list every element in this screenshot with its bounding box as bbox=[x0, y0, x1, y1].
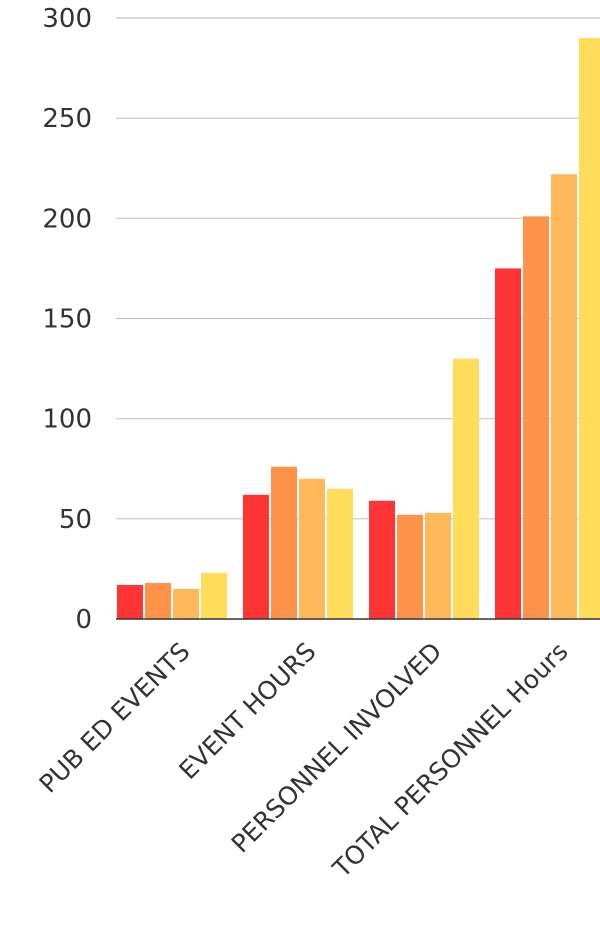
bar-3-3 bbox=[425, 512, 451, 619]
bar-1-4 bbox=[201, 572, 227, 619]
bar-2-3 bbox=[299, 478, 325, 619]
x-category-label: PERSONNEL INVOLVED bbox=[226, 637, 448, 859]
bar-4-3 bbox=[551, 174, 577, 619]
y-tick-label: 100 bbox=[42, 405, 92, 435]
bar-2-2 bbox=[271, 466, 297, 619]
x-category-label: TOTAL PERSONNEL Hours bbox=[326, 637, 573, 884]
bar-1-3 bbox=[173, 588, 199, 619]
bar-1-1 bbox=[117, 584, 143, 619]
y-tick-label: 150 bbox=[42, 305, 92, 335]
bar-2-4 bbox=[327, 488, 353, 619]
x-category-label: EVENT HOURS bbox=[173, 637, 321, 785]
bar-4-2 bbox=[523, 216, 549, 619]
y-tick-label: 250 bbox=[42, 104, 92, 134]
x-category-label: PUB ED EVENTS bbox=[34, 637, 196, 799]
y-tick-label: 200 bbox=[42, 204, 92, 234]
bars bbox=[117, 38, 600, 620]
bar-3-2 bbox=[397, 514, 423, 619]
bar-4-4 bbox=[579, 38, 600, 620]
bar-1-2 bbox=[145, 582, 171, 619]
y-tick-label: 50 bbox=[59, 505, 92, 535]
bar-4-1 bbox=[495, 268, 521, 619]
bar-2-1 bbox=[243, 494, 269, 619]
y-tick-label: 0 bbox=[75, 605, 92, 635]
bar-3-1 bbox=[369, 500, 395, 619]
y-axis-tick-labels: 0 50 100 150 200 250 300 bbox=[42, 4, 92, 635]
y-tick-label: 300 bbox=[42, 4, 92, 34]
bar-3-4 bbox=[453, 358, 479, 619]
